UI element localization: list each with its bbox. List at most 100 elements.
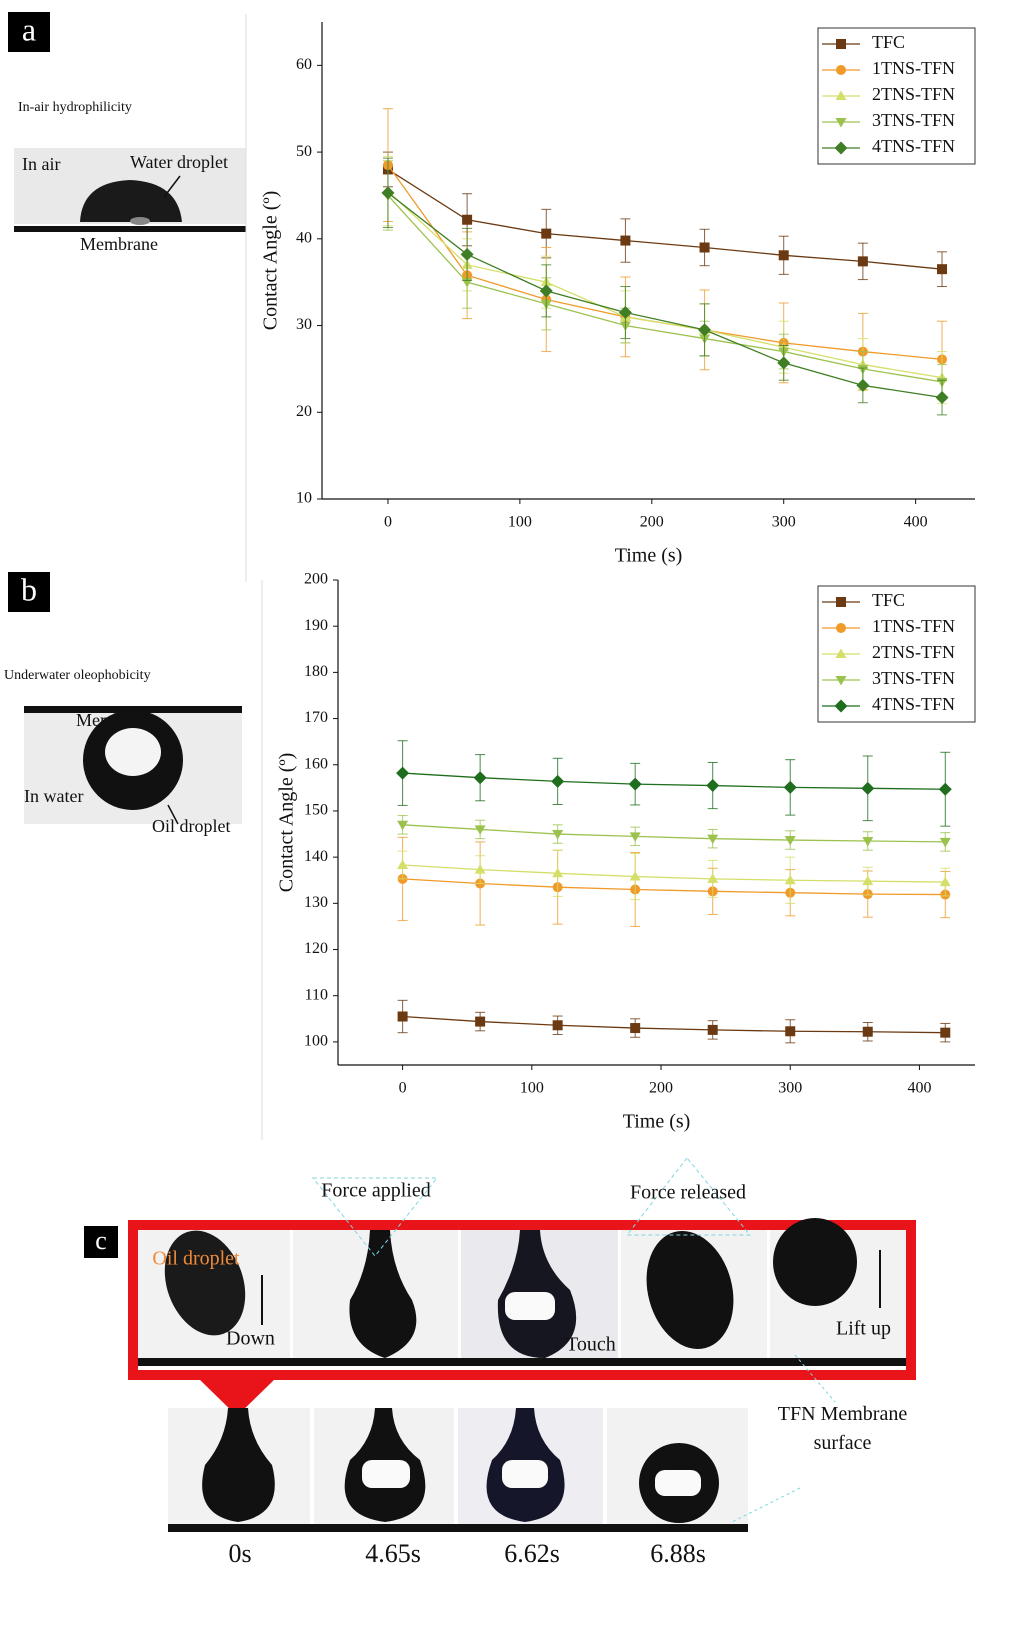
photo-strip xyxy=(138,1218,906,1366)
marker xyxy=(777,356,791,370)
y-tick-label: 60 xyxy=(296,56,312,73)
marker xyxy=(835,118,847,128)
photo-label: Oil droplet xyxy=(152,1248,240,1270)
y-tick-label: 180 xyxy=(304,663,328,680)
droplet-shape xyxy=(202,1408,275,1522)
y-tick-label: 20 xyxy=(296,403,312,420)
marker xyxy=(475,1016,486,1027)
y-axis-label: Contact Angle (º) xyxy=(260,191,282,331)
membrane-line xyxy=(24,706,242,713)
legend-label: 3TNS-TFN xyxy=(872,668,955,688)
marker xyxy=(460,247,474,261)
y-tick-label: 120 xyxy=(304,940,328,957)
y-tick-label: 10 xyxy=(296,490,312,507)
time-label: 6.88s xyxy=(650,1539,706,1568)
photo-label: Water droplet xyxy=(130,152,228,172)
annotation-box: TFN Membrane surface xyxy=(777,1403,908,1454)
marker xyxy=(629,832,641,842)
marker xyxy=(397,1011,408,1022)
marker xyxy=(539,284,553,298)
marker xyxy=(552,1020,563,1031)
marker xyxy=(707,873,719,883)
membrane-line xyxy=(14,226,246,232)
marker xyxy=(836,39,846,49)
marker xyxy=(473,771,487,785)
x-tick-label: 0 xyxy=(384,514,392,531)
y-tick-label: 170 xyxy=(304,709,328,726)
photo-label: Lift up xyxy=(836,1318,891,1340)
marker xyxy=(937,264,948,275)
marker xyxy=(940,1027,951,1038)
x-tick-label: 200 xyxy=(649,1080,673,1097)
marker xyxy=(836,623,846,633)
y-tick-label: 140 xyxy=(304,848,328,865)
photo-label: Membrane xyxy=(76,710,154,730)
marker xyxy=(835,676,847,686)
series-line xyxy=(387,168,943,270)
marker xyxy=(784,836,796,846)
marker xyxy=(836,65,846,75)
highlight xyxy=(105,728,161,776)
series-line xyxy=(402,772,946,790)
photo-strip xyxy=(168,1408,748,1532)
y-tick-label: 160 xyxy=(304,755,328,772)
marker xyxy=(630,1023,641,1034)
marker xyxy=(618,306,632,320)
marker xyxy=(707,834,719,845)
marker xyxy=(706,779,720,793)
membrane-line xyxy=(138,1358,906,1366)
y-tick-label: 200 xyxy=(304,571,328,588)
legend-label: TFC xyxy=(872,590,905,610)
marker xyxy=(862,875,874,886)
marker xyxy=(935,391,949,405)
marker xyxy=(938,782,952,796)
droplet-shape xyxy=(349,1230,417,1358)
pointer xyxy=(794,1354,836,1403)
annotation: TFN Membrane surface xyxy=(777,1403,908,1454)
x-tick-label: 300 xyxy=(778,1080,802,1097)
panel-label: b xyxy=(21,571,37,607)
marker xyxy=(552,830,564,840)
marker xyxy=(862,836,874,847)
marker xyxy=(857,256,868,267)
zoom-pointer xyxy=(198,1378,276,1416)
marker xyxy=(939,837,951,848)
marker xyxy=(861,781,875,795)
marker xyxy=(836,597,846,607)
marker xyxy=(785,1026,796,1037)
droplet-shape xyxy=(164,1230,246,1336)
legend-label: 2TNS-TFN xyxy=(872,642,955,662)
marker xyxy=(834,141,848,155)
y-tick-label: 30 xyxy=(296,316,312,333)
time-label: 4.65s xyxy=(365,1539,421,1568)
y-tick-label: 50 xyxy=(296,143,312,160)
legend-label: 4TNS-TFN xyxy=(872,136,955,156)
arrow xyxy=(167,804,179,825)
marker xyxy=(620,235,631,246)
caption: In-air hydrophilicity xyxy=(18,100,132,115)
y-tick-label: 190 xyxy=(304,617,328,634)
legend-label: 1TNS-TFN xyxy=(872,58,955,78)
marker xyxy=(834,699,848,713)
marker xyxy=(783,780,797,794)
droplet-shape xyxy=(80,180,182,222)
marker xyxy=(396,766,410,780)
highlight xyxy=(502,1460,548,1488)
annotation: Force applied xyxy=(321,1180,430,1202)
photo-label: Down xyxy=(226,1328,275,1350)
series-line xyxy=(402,824,946,843)
series-line xyxy=(387,195,943,383)
membrane-line xyxy=(168,1524,748,1532)
highlight xyxy=(130,217,150,225)
marker xyxy=(397,859,409,869)
photo-label: In air xyxy=(22,154,60,174)
photo-label: Membrane xyxy=(80,234,158,254)
panel-label-box xyxy=(8,572,50,612)
y-tick-label: 130 xyxy=(304,894,328,911)
marker xyxy=(474,825,486,835)
panel-label: c xyxy=(95,1226,107,1255)
marker xyxy=(552,867,564,878)
legend-label: 3TNS-TFN xyxy=(872,110,955,130)
highlight xyxy=(655,1470,701,1496)
